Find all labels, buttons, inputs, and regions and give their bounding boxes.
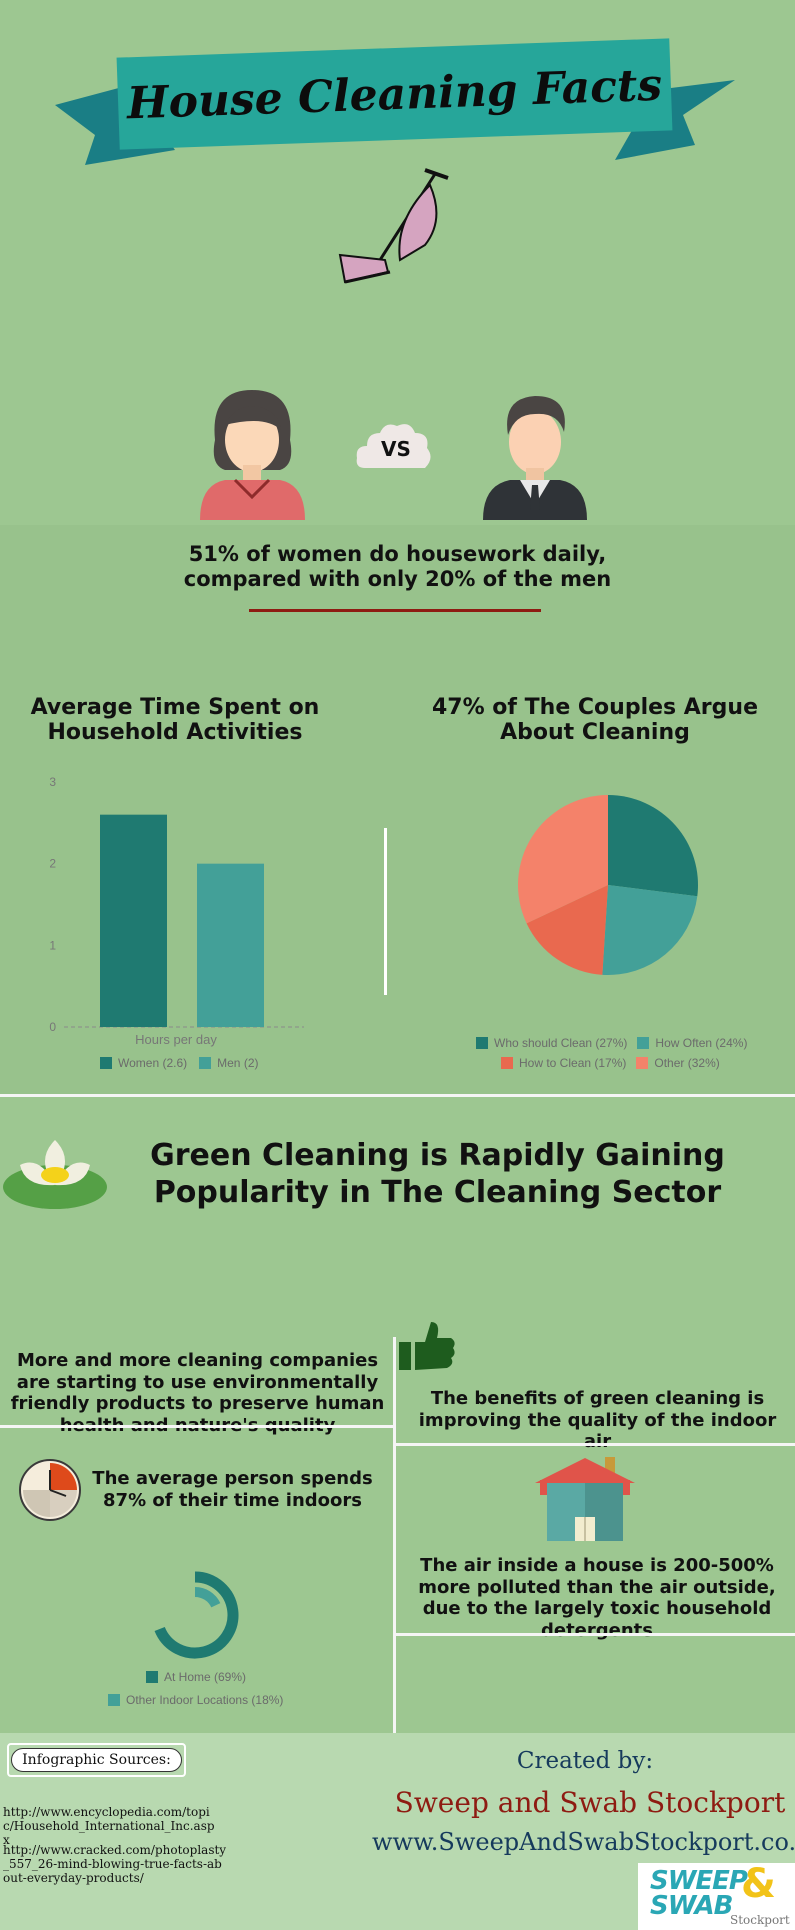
green-divider-right-1 (396, 1443, 795, 1446)
sources-label: Infographic Sources: (22, 1752, 171, 1768)
legend-item-who-should-clean: Who should Clean (27%) (476, 1036, 627, 1050)
clock-icon (19, 1459, 81, 1521)
bar-women (100, 814, 167, 1027)
legend-item-women: Women (2.6) (100, 1056, 187, 1070)
versus-caption: 51% of women do housework daily, compare… (183, 542, 612, 592)
pie-legend: Who should Clean (27%) How Often (24%) H… (476, 1036, 766, 1070)
y-tick-label: 3 (49, 775, 56, 789)
lotus-icon (3, 1140, 107, 1209)
chart-divider (384, 828, 387, 995)
vacuum-icon (338, 168, 449, 284)
vs-cloud-icon (356, 424, 431, 468)
pie-slice-0 (608, 795, 698, 897)
y-tick-label: 0 (49, 1020, 56, 1034)
indoor-time-chart (154, 1571, 239, 1659)
fact-time-indoors: The average person spends 87% of their t… (92, 1468, 373, 1511)
sources-label-box: Infographic Sources: (7, 1743, 186, 1777)
pie-slice-1 (602, 885, 698, 975)
page-title: House Cleaning Facts (126, 59, 663, 129)
legend-item-men: Men (2) (199, 1056, 258, 1070)
title-banner: House Cleaning Facts (116, 38, 673, 150)
legend-item-other-indoor: Other Indoor Locations (18%) (108, 1693, 283, 1707)
pie-chart (518, 795, 698, 975)
legend-item-other: Other (32%) (636, 1056, 720, 1070)
logo-ampersand: & (741, 1861, 776, 1907)
green-divider-left (0, 1425, 393, 1428)
pie-slice-2 (526, 885, 608, 975)
thumbs-up-icon (399, 1322, 455, 1370)
section-divider (0, 1094, 795, 1097)
indoor-legend: At Home (69%) Other Indoor Locations (18… (108, 1670, 283, 1707)
fact-companies: More and more cleaning companies are sta… (10, 1350, 385, 1436)
legend-item-how-often: How Often (24%) (637, 1036, 747, 1050)
x-axis-label: Hours per day (135, 1032, 217, 1047)
fact-air-pollution: The air inside a house is 200-500% more … (418, 1555, 776, 1641)
pie-slice-3 (518, 795, 608, 924)
bar-chart-title: Average Time Spent on Household Activiti… (30, 695, 320, 745)
logo-sweep: SWEEP (650, 1866, 748, 1896)
legend-item-at-home: At Home (69%) (146, 1670, 283, 1684)
pie-chart-title: 47% of The Couples Argue About Cleaning (431, 695, 758, 745)
green-divider-v (393, 1337, 396, 1733)
bar-legend: Women (2.6) Men (2) (100, 1056, 258, 1070)
green-divider-right-2 (396, 1633, 795, 1636)
source-link-2[interactable]: http://www.cracked.com/photoplasty_557_2… (3, 1843, 227, 1885)
fact-indoor-air: The benefits of green cleaning is improv… (418, 1388, 777, 1453)
man-avatar (483, 396, 587, 520)
donut-ring-at-home (154, 1571, 239, 1659)
created-by-label: Created by: (516, 1748, 654, 1774)
logo-stockport: Stockport (730, 1913, 790, 1927)
y-tick-label: 1 (49, 938, 56, 952)
y-tick-label: 2 (49, 857, 56, 871)
website-link[interactable]: www.SweepAndSwabStockport.co.uk (372, 1828, 795, 1856)
woman-avatar (200, 390, 305, 520)
legend-item-how-to-clean: How to Clean (17%) (501, 1056, 626, 1070)
company-logo: SWEEP SWAB & Stockport (638, 1861, 795, 1930)
donut-ring-other-indoor (194, 1587, 221, 1608)
bar-men (197, 863, 264, 1027)
green-title: Green Cleaning is Rapidly Gaining Popula… (150, 1138, 725, 1210)
source-link-1[interactable]: http://www.encyclopedia.com/topic/Househ… (3, 1805, 215, 1847)
house-icon (535, 1457, 635, 1541)
company-name: Sweep and Swab Stockport (394, 1786, 786, 1819)
bar-chart: 0 1 2 3 Hours per day (49, 775, 304, 1047)
vs-badge: VS (381, 437, 411, 461)
red-underline (249, 609, 541, 612)
logo-swab: SWAB (650, 1891, 733, 1921)
